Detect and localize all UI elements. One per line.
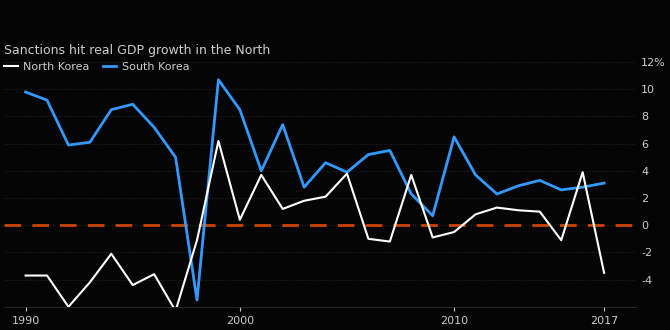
Text: Sanctions hit real GDP growth in the North: Sanctions hit real GDP growth in the Nor… xyxy=(4,44,271,57)
Legend: North Korea, South Korea: North Korea, South Korea xyxy=(4,62,190,72)
